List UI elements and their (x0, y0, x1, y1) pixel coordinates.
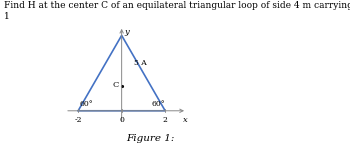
Text: Find H at the center C of an equilateral triangular loop of side 4 m carrying 5 : Find H at the center C of an equilateral… (4, 1, 350, 21)
Text: 0: 0 (119, 116, 124, 124)
Text: 5 A: 5 A (134, 59, 146, 67)
Text: Figure 1:: Figure 1: (126, 134, 175, 143)
Text: x: x (183, 116, 188, 124)
Text: C: C (112, 80, 118, 89)
Text: 2: 2 (163, 116, 168, 124)
Text: y: y (124, 28, 129, 36)
Text: 60°: 60° (79, 100, 93, 108)
Text: 60°: 60° (151, 100, 164, 108)
Text: -2: -2 (75, 116, 82, 124)
